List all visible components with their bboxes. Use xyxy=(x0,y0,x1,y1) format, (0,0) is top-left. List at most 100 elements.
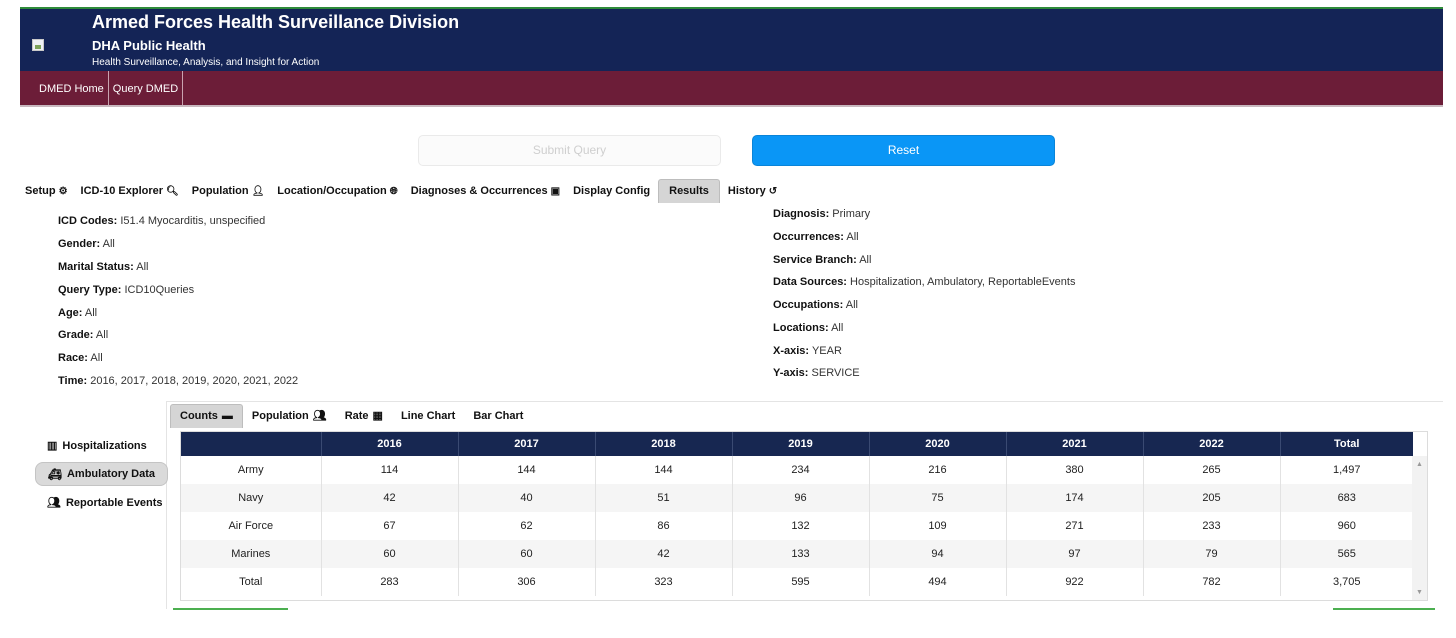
summary-data-sources: Data Sources: Hospitalization, Ambulator… xyxy=(773,276,1075,288)
tab-line-chart[interactable]: Line Chart xyxy=(392,404,464,428)
table-cell: 306 xyxy=(457,568,595,596)
summary-label: Race: xyxy=(58,352,88,364)
tab-population-view-label: Population xyxy=(251,409,309,422)
scroll-up-icon[interactable]: ▲ xyxy=(1416,461,1423,468)
table-cell: 960 xyxy=(1279,512,1413,540)
history-icon: ↺ xyxy=(768,185,778,197)
summary-label: Service Branch: xyxy=(773,254,857,266)
summary-value: 2016, 2017, 2018, 2019, 2020, 2021, 2022 xyxy=(90,375,299,387)
summary-label: Diagnosis: xyxy=(773,208,830,220)
divider xyxy=(1333,608,1435,610)
table-scrollbar[interactable] xyxy=(1412,456,1427,600)
tab-bar-chart[interactable]: Bar Chart xyxy=(464,404,532,428)
row-label: Navy xyxy=(181,484,321,512)
summary-value: ICD10Queries xyxy=(124,284,195,296)
summary-y-axis: Y-axis: SERVICE xyxy=(773,367,860,379)
summary-value: All xyxy=(95,329,109,341)
summary-value: I51.4 Myocarditis, unspecified xyxy=(120,215,266,227)
tab-diagnoses-occurrences-label: Diagnoses & Occurrences xyxy=(410,184,548,197)
summary-value: All xyxy=(831,322,844,334)
summary-value: All xyxy=(102,238,115,250)
column-header[interactable]: 2016 xyxy=(320,432,458,456)
nav-dmed-home[interactable]: DMED Home xyxy=(20,71,109,105)
tab-location-occupation-label: Location/Occupation xyxy=(277,184,387,197)
users-icon: 👥︎ xyxy=(47,497,61,509)
hospital-icon: ▥ xyxy=(47,440,58,452)
table-cell: 51 xyxy=(594,484,732,512)
summary-value: All xyxy=(84,307,98,319)
tab-bar-chart-label: Bar Chart xyxy=(473,409,524,422)
tab-location-occupation[interactable]: Location/Occupation 🌐︎ xyxy=(272,179,402,203)
tab-counts-label: Counts xyxy=(180,410,218,422)
summary-label: ICD Codes: xyxy=(58,215,118,227)
data-source-hospitalizations[interactable]: ▥ Hospitalizations xyxy=(47,439,147,453)
data-source-label: Ambulatory Data xyxy=(66,468,155,480)
table-cell: 380 xyxy=(1005,456,1143,484)
table-cell: 40 xyxy=(457,484,595,512)
summary-grade: Grade: All xyxy=(58,329,108,341)
column-header[interactable]: 2017 xyxy=(457,432,595,456)
summary-label: Y-axis: xyxy=(773,367,809,379)
site-header: Armed Forces Health Surveillance Divisio… xyxy=(20,7,1443,71)
table-cell: 42 xyxy=(320,484,458,512)
summary-label: Gender: xyxy=(58,238,101,250)
tab-rate[interactable]: Rate ▦ xyxy=(336,404,392,428)
column-header[interactable]: 2019 xyxy=(731,432,869,456)
archive-icon: ▬ xyxy=(221,410,233,422)
scroll-down-icon[interactable]: ▼ xyxy=(1416,589,1423,596)
tab-icd10-explorer[interactable]: ICD-10 Explorer 🔍︎ xyxy=(76,179,184,203)
table-row: Navy 42 40 51 96 75 174 205 683 xyxy=(181,484,1413,512)
tab-population[interactable]: Population 👤︎ xyxy=(187,179,270,203)
tab-display-config[interactable]: Display Config xyxy=(568,179,655,203)
data-source-ambulatory[interactable]: 🚑︎ Ambulatory Data xyxy=(35,462,168,486)
ambulance-icon: 🚑︎ xyxy=(48,468,62,481)
tab-setup[interactable]: Setup ⚙ xyxy=(20,179,73,203)
data-source-reportable-events[interactable]: 👥︎ Reportable Events xyxy=(47,496,163,510)
summary-value: All xyxy=(845,299,858,311)
table-cell: 114 xyxy=(320,456,458,484)
summary-label: X-axis: xyxy=(773,345,810,357)
column-header[interactable]: Total xyxy=(1279,432,1413,456)
row-label: Marines xyxy=(181,540,321,568)
submit-query-button[interactable]: Submit Query xyxy=(418,135,721,166)
tab-history[interactable]: History ↺ xyxy=(723,179,782,203)
search-icon: 🔍︎ xyxy=(166,185,179,197)
site-tagline: Health Surveillance, Analysis, and Insig… xyxy=(92,57,320,68)
results-table: 2016 2017 2018 2019 2020 2021 2022 Total… xyxy=(181,432,1413,596)
summary-label: Occurrences: xyxy=(773,231,844,243)
summary-icd-codes: ICD Codes: I51.4 Myocarditis, unspecifie… xyxy=(58,215,265,227)
column-header xyxy=(181,432,321,456)
globe-icon: 🌐︎ xyxy=(389,185,398,197)
table-cell: 67 xyxy=(320,512,458,540)
table-cell: 494 xyxy=(868,568,1006,596)
query-tabs: Setup ⚙ ICD-10 Explorer 🔍︎ Population 👤︎… xyxy=(20,179,785,203)
table-cell: 174 xyxy=(1005,484,1143,512)
tab-diagnoses-occurrences[interactable]: Diagnoses & Occurrences ▣ xyxy=(406,179,565,203)
summary-x-axis: X-axis: YEAR xyxy=(773,345,842,357)
user-icon: 👤︎ xyxy=(251,185,265,197)
summary-label: Time: xyxy=(58,375,88,387)
tab-population-view[interactable]: Population 👥︎ xyxy=(243,404,336,428)
table-cell: 234 xyxy=(731,456,869,484)
table-cell: 3,705 xyxy=(1279,568,1413,596)
column-header[interactable]: 2021 xyxy=(1005,432,1143,456)
summary-value: All xyxy=(859,254,872,266)
tab-results[interactable]: Results xyxy=(658,179,720,203)
reset-button[interactable]: Reset xyxy=(752,135,1055,166)
table-cell: 595 xyxy=(731,568,869,596)
summary-label: Marital Status: xyxy=(58,261,134,273)
summary-value: Hospitalization, Ambulatory, ReportableE… xyxy=(850,276,1076,288)
column-header[interactable]: 2022 xyxy=(1142,432,1280,456)
table-row: Total 283 306 323 595 494 922 782 3,705 xyxy=(181,568,1413,596)
column-header[interactable]: 2018 xyxy=(594,432,732,456)
result-view-tabs: Counts ▬ Population 👥︎ Rate ▦ Line Chart… xyxy=(170,404,532,428)
table-cell: 144 xyxy=(457,456,595,484)
column-header[interactable]: 2020 xyxy=(868,432,1006,456)
nav-query-dmed[interactable]: Query DMED xyxy=(109,71,184,105)
table-cell: 144 xyxy=(594,456,732,484)
tab-counts[interactable]: Counts ▬ xyxy=(170,404,243,428)
table-cell: 94 xyxy=(868,540,1006,568)
table-cell: 132 xyxy=(731,512,869,540)
summary-value: All xyxy=(90,352,103,364)
summary-occurrences: Occurrences: All xyxy=(773,231,859,243)
